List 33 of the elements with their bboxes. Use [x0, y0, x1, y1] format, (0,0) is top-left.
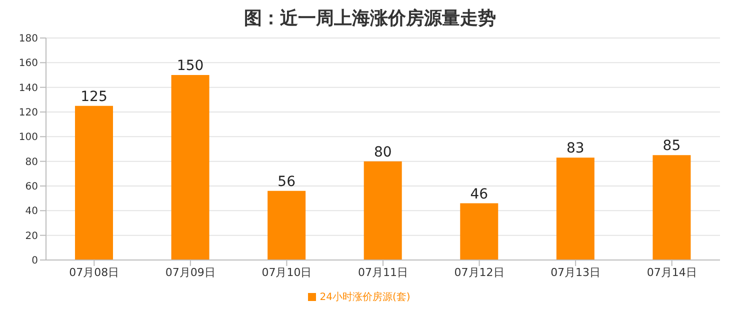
data-label: 125	[80, 88, 108, 105]
data-label: 46	[470, 186, 488, 202]
bar	[268, 190, 306, 260]
y-tick-label: 100	[18, 132, 38, 144]
data-label: 85	[662, 138, 681, 154]
x-tick-label: 07月13日	[550, 266, 601, 279]
bar	[652, 155, 691, 260]
y-tick-label: 20	[25, 230, 38, 242]
y-tick-label: 120	[18, 108, 38, 119]
bar	[171, 75, 210, 260]
x-tick-label: 07月11日	[358, 266, 408, 279]
bar	[364, 161, 402, 260]
bar	[556, 158, 594, 260]
x-tick-label: 07月09日	[165, 266, 216, 279]
data-label: 83	[566, 140, 584, 157]
y-tick-label: 60	[25, 182, 38, 193]
x-tick-label: 07月10日	[262, 266, 312, 279]
x-tick-label: 07月12日	[454, 266, 504, 279]
x-tick-label: 07月08日	[69, 266, 120, 279]
bar	[460, 203, 498, 260]
y-tick-label: 40	[25, 206, 38, 218]
data-label: 56	[278, 174, 296, 190]
y-tick-label: 80	[25, 156, 38, 168]
data-label: 150	[176, 58, 204, 74]
bar	[75, 106, 113, 260]
chart-title: 图：近一周上海涨价房源量走势	[243, 8, 497, 31]
x-tick-label: 07月14日	[646, 266, 697, 279]
legend-label: 24小时涨价房源(套)	[320, 292, 410, 303]
data-label: 80	[374, 144, 392, 160]
y-tick-label: 160	[18, 58, 38, 70]
y-tick-label: 180	[18, 34, 38, 45]
y-tick-label: 140	[18, 82, 38, 94]
y-tick-label: 0	[32, 256, 38, 267]
